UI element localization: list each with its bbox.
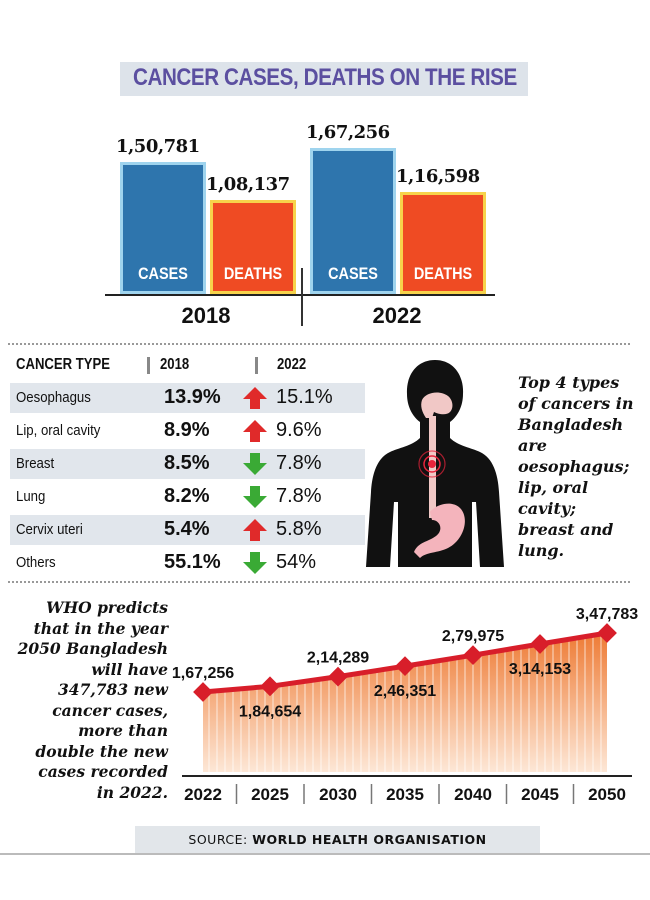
arrow-down-icon (243, 453, 267, 475)
x-tick-label: 2040 (454, 785, 492, 804)
data-point-marker (328, 666, 348, 687)
arrow-up-icon (243, 519, 267, 541)
data-point-marker (395, 656, 415, 677)
year-divider (301, 268, 303, 326)
bar-label-deaths-2022: DEATHS (413, 264, 473, 283)
data-label: 2,14,289 (307, 650, 369, 667)
top-types-note: Top 4 types of cancers in Bangladesh are… (518, 373, 634, 560)
chart-title: CANCER CASES, DEATHS ON THE RISE (133, 64, 517, 91)
bar-deaths-2018 (210, 200, 296, 294)
oral-cavity (421, 392, 453, 418)
cancer-type-name: Lung (16, 488, 46, 505)
x-tick-label: 2030 (319, 785, 357, 804)
data-label: 3,47,783 (576, 606, 638, 623)
arrow-up-icon (243, 519, 267, 541)
share-2018: 13.9% (164, 386, 221, 408)
bar-value-deaths-2022: 1,16,598 (396, 166, 480, 187)
share-2018: 8.2% (164, 485, 210, 507)
x-tick-label: 2035 (386, 785, 424, 804)
arrow-down-icon (243, 552, 267, 574)
source-name: WORLD HEALTH ORGANISATION (252, 832, 487, 847)
bar-value-cases-2018: 1,50,781 (116, 136, 200, 157)
arrow-down-icon (243, 453, 267, 475)
bar-label-deaths-2018: DEATHS (223, 264, 283, 283)
x-tick-label: 2045 (521, 785, 559, 804)
projection-area-texture (203, 633, 607, 772)
year-label-2022: 2022 (372, 303, 422, 328)
data-point-marker (260, 676, 280, 697)
dotted-divider-top (8, 343, 630, 345)
share-2022: 9.6% (276, 419, 322, 441)
dotted-divider-bottom (8, 581, 630, 583)
share-2022: 7.8% (276, 485, 322, 507)
bottom-rule (0, 853, 650, 855)
data-label: 2,46,351 (374, 683, 436, 700)
data-label: 1,67,256 (172, 665, 234, 682)
arrow-up-icon (243, 420, 267, 442)
header-2022: 2022 (277, 356, 307, 373)
cancer-type-name: Breast (16, 455, 55, 472)
human-digestive-illustration (366, 360, 504, 567)
cancer-type-name: Lip, oral cavity (16, 422, 101, 439)
share-2022: 7.8% (276, 452, 322, 474)
tumor-marker-ring (423, 455, 441, 473)
share-2022: 15.1% (276, 386, 333, 408)
data-point-marker (463, 645, 483, 666)
year-label-2018: 2018 (181, 303, 231, 328)
tumor-marker-ring (418, 450, 446, 478)
share-2018: 8.9% (164, 419, 210, 441)
source-band (135, 826, 540, 854)
arrow-down-icon (243, 552, 267, 574)
who-prediction-note: WHO predicts that in the year 2050 Bangl… (17, 598, 168, 802)
header-separator (147, 357, 150, 374)
data-point-marker (597, 623, 617, 643)
bar-cases-2022 (310, 148, 396, 294)
x-tick-label: 2025 (251, 785, 289, 804)
bar-deaths-2022 (400, 192, 486, 294)
source-prefix: SOURCE: (188, 832, 253, 847)
arrow-up-icon (243, 420, 267, 442)
share-2022: 5.8% (276, 518, 322, 540)
cancer-type-name: Cervix uteri (16, 521, 83, 538)
projection-area-chart: 1,67,256 2022 1,84,654 2025 2,14,289 2030 2,46… (172, 606, 638, 804)
source-line: SOURCE: WORLD HEALTH ORGANISATION (135, 826, 540, 854)
table-row (10, 515, 365, 545)
data-point-marker (530, 634, 550, 654)
header-separator (255, 357, 258, 374)
bar-label-cases-2022: CASES (328, 264, 378, 283)
title-band (120, 62, 528, 96)
share-2018: 8.5% (164, 452, 210, 474)
data-label: 1,84,654 (239, 703, 301, 720)
bar-cases-2018 (120, 162, 206, 294)
bar-value-deaths-2018: 1,08,137 (206, 174, 290, 195)
tumor-marker (428, 460, 436, 468)
arrow-down-icon (243, 486, 267, 508)
x-tick-label: 2050 (588, 785, 626, 804)
share-2018: 5.4% (164, 518, 210, 540)
cancer-type-name: Others (16, 554, 56, 571)
cancer-type-name: Oesophagus (16, 389, 91, 406)
stomach (414, 503, 465, 558)
data-label: 2,79,975 (442, 628, 504, 645)
x-tick-label: 2022 (184, 785, 222, 804)
bar-value-cases-2022: 1,67,256 (306, 122, 390, 143)
header-cancer-type: CANCER TYPE (16, 356, 111, 373)
arrow-up-icon (243, 387, 267, 409)
share-2018: 55.1% (164, 551, 221, 573)
arrow-down-icon (243, 486, 267, 508)
table-row (10, 383, 365, 413)
bar-label-cases-2018: CASES (138, 264, 188, 283)
data-label: 3,14,153 (509, 661, 571, 678)
table-row (10, 449, 365, 479)
arrow-up-icon (243, 387, 267, 409)
share-2022: 54% (276, 551, 317, 573)
header-2018: 2018 (160, 356, 190, 373)
bar-baseline (105, 294, 495, 296)
